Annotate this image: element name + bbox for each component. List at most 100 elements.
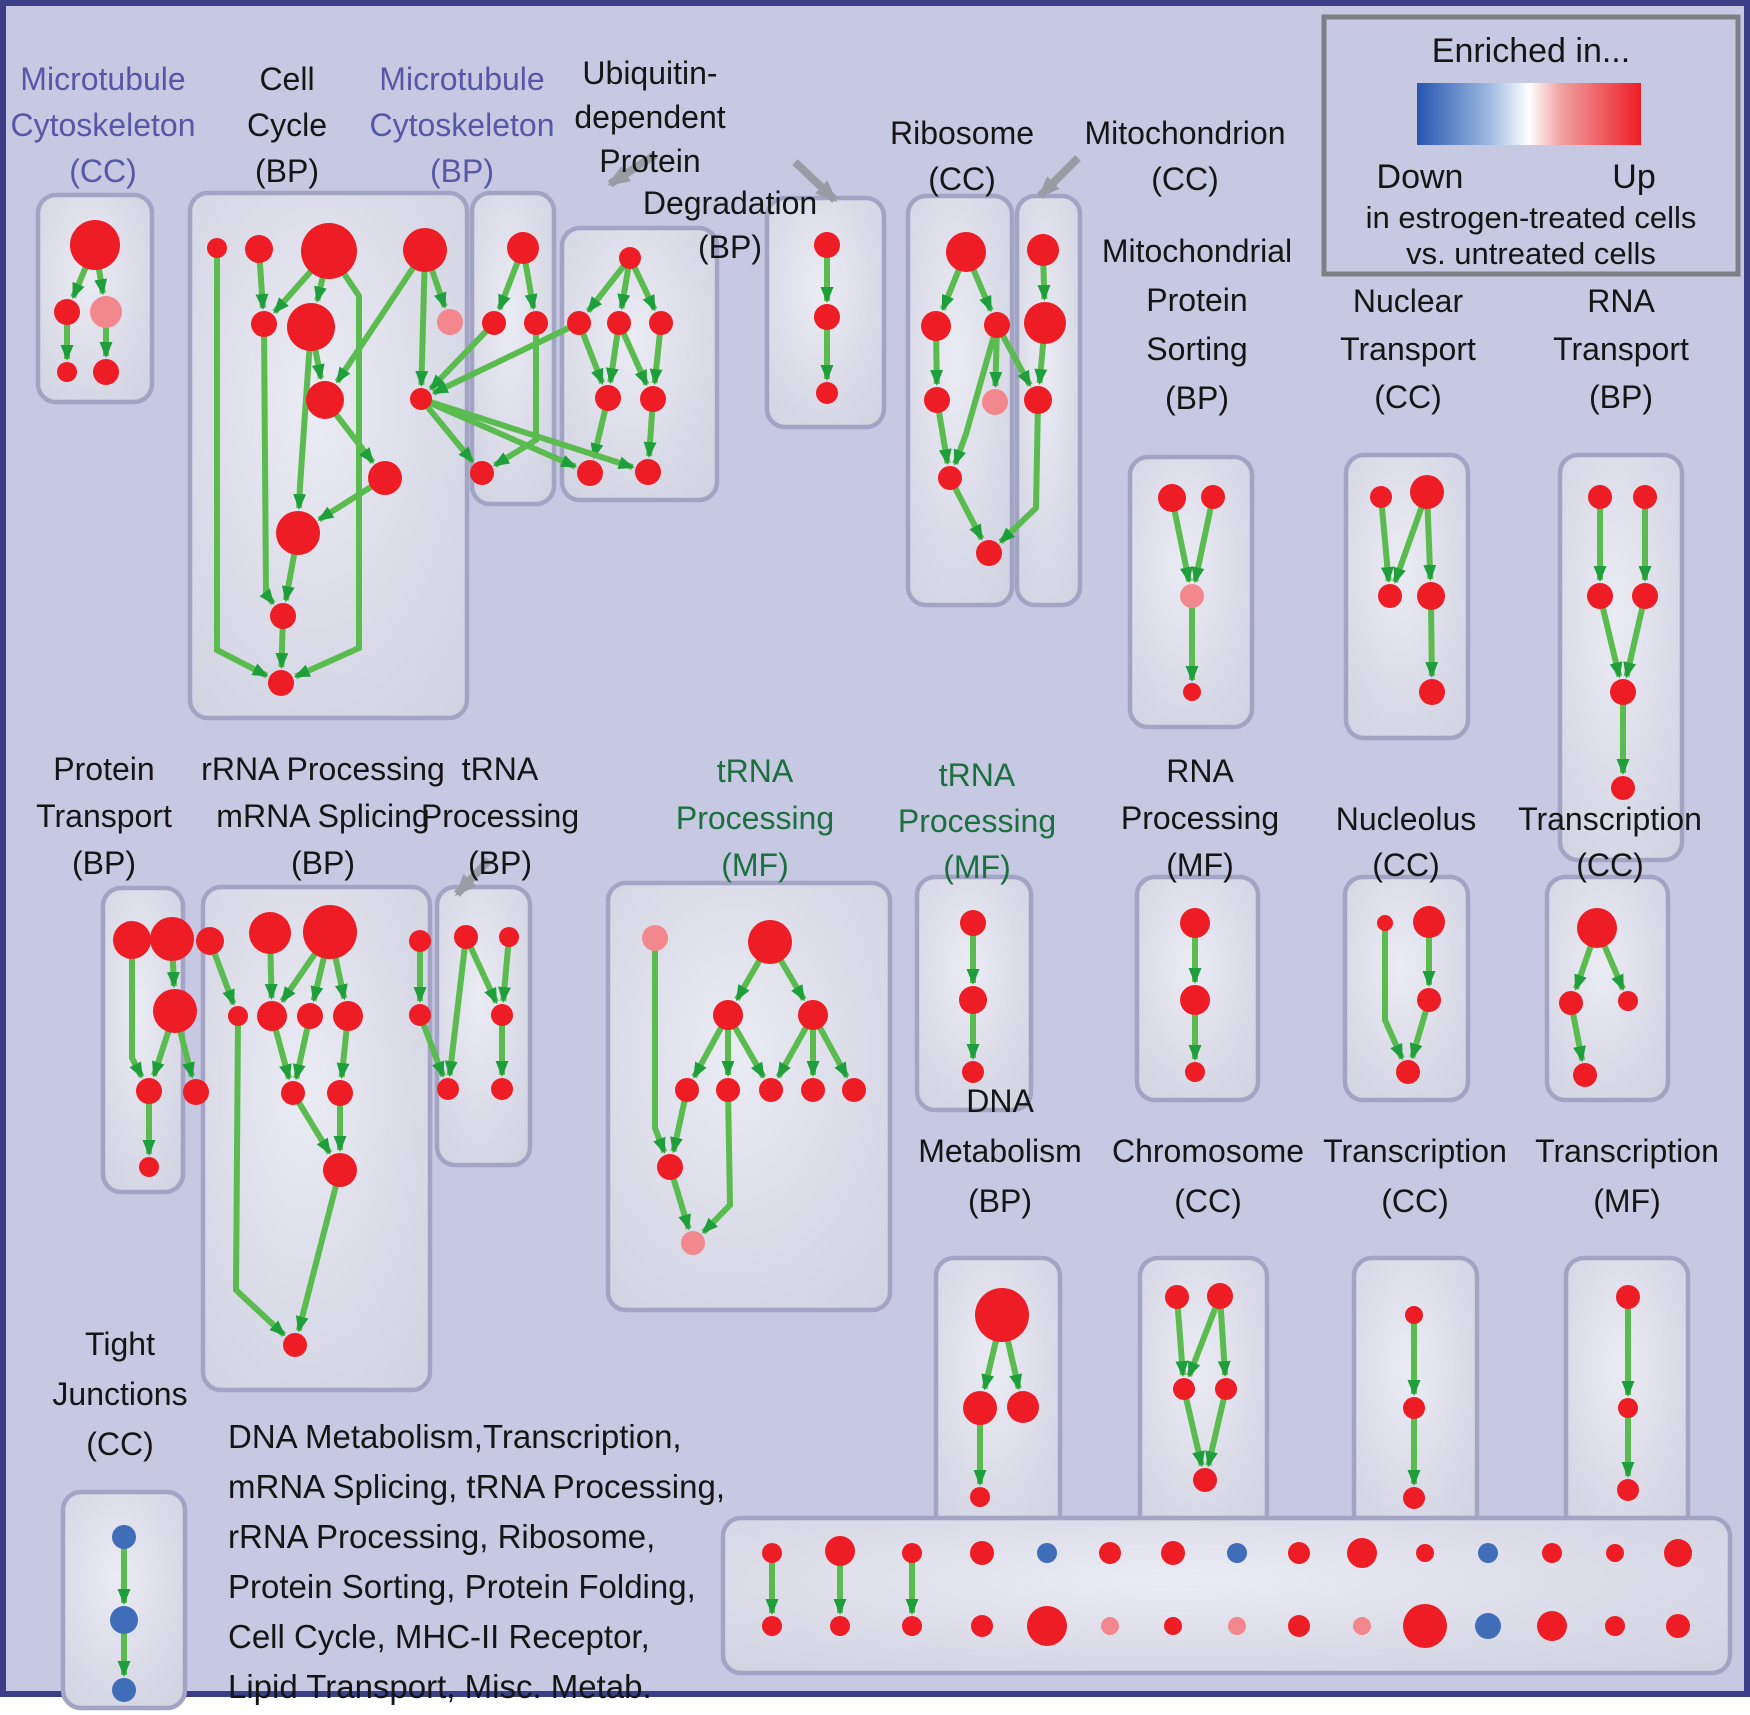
node-trna_bp-br bbox=[491, 1078, 513, 1100]
node-chrom-tl bbox=[1165, 1285, 1189, 1309]
node-tmfb-pk bbox=[642, 925, 668, 951]
node-rnapmf-n3 bbox=[1185, 1062, 1205, 1082]
node-pt-e bbox=[183, 1079, 209, 1105]
node-mt_cc-mr bbox=[90, 296, 122, 328]
node-misc-t12 bbox=[1478, 1543, 1498, 1563]
legend-subline-2: vs. untreated cells bbox=[1406, 236, 1656, 271]
node-cc-e bbox=[251, 311, 277, 337]
node-misc-t4 bbox=[970, 1541, 994, 1565]
edge bbox=[428, 320, 497, 391]
edge bbox=[998, 399, 1041, 545]
edge bbox=[652, 938, 668, 1154]
node-rib-pk bbox=[982, 389, 1008, 415]
node-mps-tl bbox=[1158, 484, 1186, 512]
node-rrna-rm1 bbox=[228, 1006, 248, 1026]
node-rib-top bbox=[946, 232, 986, 272]
node-cc-j bbox=[368, 461, 402, 495]
edge bbox=[1205, 1388, 1229, 1468]
label-cell-cycle: Cell Cycle (BP) bbox=[247, 61, 327, 189]
category-list-annotation: DNA Metabolism,Transcription, mRNA Splici… bbox=[228, 1418, 725, 1705]
node-rrna-rl1 bbox=[281, 1081, 305, 1105]
node-pt-d bbox=[136, 1078, 162, 1104]
edge bbox=[431, 320, 581, 396]
node-cc-f bbox=[287, 303, 335, 351]
label-rna-proc-mf: RNA Processing (MF) bbox=[1121, 753, 1279, 883]
node-misc-t10 bbox=[1347, 1538, 1377, 1568]
node-tight-n3 bbox=[112, 1678, 136, 1702]
node-rib-bot bbox=[976, 540, 1002, 566]
node-misc-t8 bbox=[1227, 1543, 1247, 1563]
node-nucl-mr bbox=[1417, 988, 1441, 1012]
node-tccb-n3 bbox=[1403, 1487, 1425, 1509]
node-tmfb-ml bbox=[713, 1000, 743, 1030]
edge bbox=[334, 248, 428, 384]
node-misc-t3 bbox=[902, 1543, 922, 1563]
label-trna-mf-1: tRNA Processing (MF) bbox=[676, 753, 834, 883]
node-pt-a bbox=[113, 921, 151, 959]
node-dnam-ml bbox=[963, 1391, 997, 1425]
edge bbox=[129, 940, 145, 1079]
edge bbox=[415, 249, 429, 388]
legend-box bbox=[1321, 14, 1741, 277]
node-rrna-rb1 bbox=[323, 1153, 357, 1187]
node-pt-f bbox=[139, 1157, 159, 1177]
label-transcription-cc-bot: Transcription (CC) bbox=[1323, 1133, 1507, 1219]
node-misc-b1 bbox=[762, 1616, 782, 1636]
node-tmfs-n3 bbox=[962, 1061, 984, 1083]
node-ub2-n2 bbox=[814, 304, 840, 330]
node-nuct-bot bbox=[1419, 679, 1445, 705]
node-nuct-mr bbox=[1417, 582, 1445, 610]
node-rrna-rm4 bbox=[333, 1001, 363, 1031]
node-chrom-tr bbox=[1207, 1283, 1233, 1309]
edge bbox=[952, 324, 1000, 466]
node-pt-c bbox=[153, 989, 197, 1033]
node-tmfs-n1 bbox=[960, 910, 986, 936]
node-tmfb-b3 bbox=[759, 1078, 783, 1102]
label-dna-metabolism: DNA Metabolism (BP) bbox=[918, 1083, 1082, 1219]
node-misc-b14 bbox=[1605, 1616, 1625, 1636]
node-misc-t7 bbox=[1161, 1541, 1185, 1565]
label-trna-bp: tRNA Processing (BP) bbox=[421, 751, 579, 881]
node-cc-c bbox=[301, 223, 357, 279]
node-mito-n3 bbox=[1024, 386, 1052, 414]
edge bbox=[1174, 1296, 1189, 1378]
node-chrom-ml bbox=[1173, 1378, 1195, 1400]
box-rnat bbox=[1557, 452, 1685, 863]
node-rnat-tr bbox=[1633, 485, 1657, 509]
edge bbox=[418, 397, 475, 464]
node-ub1-bl bbox=[577, 460, 603, 486]
node-tmfb-pkb bbox=[681, 1231, 705, 1255]
node-ub1-mr bbox=[649, 311, 673, 335]
edge bbox=[295, 1169, 343, 1333]
edge bbox=[701, 1089, 734, 1235]
node-ub2-n3 bbox=[816, 382, 838, 404]
label-ubiq-a: Ubiquitin-dependent Protein bbox=[574, 55, 725, 179]
edge bbox=[420, 396, 635, 470]
edge bbox=[1169, 497, 1193, 584]
node-rrna-rt2 bbox=[249, 912, 291, 954]
node-tmfb-b5 bbox=[842, 1078, 866, 1102]
node-cc-b bbox=[245, 235, 273, 263]
node-mt_cc-bl bbox=[57, 362, 77, 382]
gray-arrow-to-trna-bp-box bbox=[454, 857, 492, 897]
node-tmfbot-n3 bbox=[1617, 1479, 1639, 1501]
node-ub1-br bbox=[635, 459, 661, 485]
label-trna-mf-2: tRNA Processing (MF) bbox=[898, 757, 1056, 885]
node-cc-k bbox=[276, 511, 320, 555]
legend-subline-1: in estrogen-treated cells bbox=[1366, 200, 1697, 235]
node-rib-k2 bbox=[938, 466, 962, 490]
edge bbox=[1186, 1294, 1223, 1378]
node-tccb-n2 bbox=[1403, 1397, 1425, 1419]
label-rna-transport: RNA Transport (BP) bbox=[1553, 283, 1689, 415]
node-cc-m bbox=[268, 670, 294, 696]
node-rnat-tl bbox=[1588, 485, 1612, 509]
node-rrna-rm2 bbox=[257, 1001, 287, 1031]
node-misc-b2 bbox=[830, 1616, 850, 1636]
label-transcription-mf-bot: Transcription (MF) bbox=[1535, 1133, 1719, 1219]
edge bbox=[214, 248, 269, 679]
node-rrna-rl2 bbox=[327, 1080, 353, 1106]
node-dnam-bot bbox=[970, 1487, 990, 1507]
label-nuc-transport: Nuclear Transport (CC) bbox=[1340, 283, 1476, 415]
